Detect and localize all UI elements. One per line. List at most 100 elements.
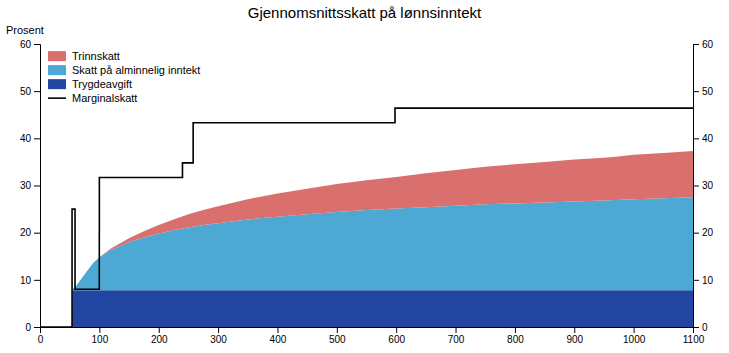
x-axis: 0 100 200 300 400 500 600 700 800 900 1000 1100 xyxy=(38,327,705,345)
legend-item: Trinnskatt xyxy=(48,50,120,62)
tick: 600 xyxy=(388,327,405,345)
tick-mark xyxy=(34,186,40,187)
tick: 1000 xyxy=(623,327,646,345)
tick-mark xyxy=(99,327,100,333)
tick-label: 50 xyxy=(702,86,714,97)
tick: 0 xyxy=(693,322,708,333)
tick: 0 xyxy=(38,327,44,345)
tick: 20 xyxy=(20,227,40,238)
area xyxy=(40,290,693,327)
plot-area xyxy=(40,108,693,327)
tick-mark xyxy=(693,138,699,139)
tick-label: 500 xyxy=(329,334,346,345)
chart: 0100200300400500600700800900100011000102… xyxy=(0,0,729,353)
tick-label: 30 xyxy=(20,180,32,191)
tick-label: 60 xyxy=(20,39,32,50)
tick: 200 xyxy=(151,327,168,345)
legend-item: Skatt på alminnelig inntekt xyxy=(48,64,200,76)
tick: 50 xyxy=(20,86,40,97)
tick: 40 xyxy=(20,133,40,144)
tick: 300 xyxy=(210,327,227,345)
tick-label: 40 xyxy=(702,133,714,144)
tick-mark xyxy=(34,91,40,92)
area xyxy=(40,197,693,327)
tick-label: 60 xyxy=(702,39,714,50)
tick-label: 400 xyxy=(270,334,287,345)
tick-label: 1000 xyxy=(623,334,646,345)
axis-line xyxy=(694,45,700,328)
tick: 900 xyxy=(566,327,583,345)
tick-mark xyxy=(277,327,278,333)
tick-mark xyxy=(337,327,338,333)
tick-label: 20 xyxy=(702,227,714,238)
legend-item: Marginalskatt xyxy=(48,92,137,104)
tick-mark xyxy=(693,44,699,45)
tick-mark xyxy=(634,327,635,333)
tick: 50 xyxy=(693,86,714,97)
tick-label: 0 xyxy=(38,334,44,345)
title: Gjennomsnittsskatt på lønnsinntekt xyxy=(248,4,482,21)
legend-item: Trygdeavgift xyxy=(48,78,132,90)
y-axis-title: Prosent xyxy=(6,24,44,36)
tick-mark xyxy=(34,327,40,328)
legend-label: Skatt på alminnelig inntekt xyxy=(72,64,200,76)
legend-swatch xyxy=(48,97,66,99)
tick-label: 10 xyxy=(20,275,32,286)
tick-mark xyxy=(693,280,699,281)
tick-label: 50 xyxy=(20,86,32,97)
tick: 10 xyxy=(20,275,40,286)
tick-mark xyxy=(693,327,699,328)
tick: 60 xyxy=(693,39,714,50)
tick-label: 800 xyxy=(507,334,524,345)
tick: 20 xyxy=(693,227,714,238)
tick-label: 900 xyxy=(566,334,583,345)
tick-mark xyxy=(34,44,40,45)
tick-label: 1100 xyxy=(683,334,705,345)
tick-label: 10 xyxy=(702,275,714,286)
tick: 800 xyxy=(507,327,524,345)
axis-line xyxy=(34,45,41,328)
tick-label: 0 xyxy=(25,322,31,333)
legend-swatch xyxy=(48,65,66,75)
tick: 30 xyxy=(693,180,714,191)
tick-mark xyxy=(693,186,699,187)
tick-mark xyxy=(456,327,457,333)
line xyxy=(40,108,693,327)
tick-mark xyxy=(34,233,40,234)
tick-label: 20 xyxy=(20,227,32,238)
legend-swatch xyxy=(48,79,66,89)
tick: 60 xyxy=(20,39,40,50)
y2-axis: 0 10 20 30 40 50 60 xyxy=(693,39,714,333)
tick-mark xyxy=(218,327,219,333)
tick-mark xyxy=(34,280,40,281)
tick: 500 xyxy=(329,327,346,345)
tick: 30 xyxy=(20,180,40,191)
tick: 400 xyxy=(270,327,287,345)
tick: 40 xyxy=(693,133,714,144)
tick-label: 600 xyxy=(388,334,405,345)
tick: 10 xyxy=(693,275,714,286)
tick-label: 100 xyxy=(92,334,109,345)
legend-swatch xyxy=(48,51,66,61)
tick-mark xyxy=(396,327,397,333)
legend-label: Trygdeavgift xyxy=(72,78,132,90)
tick-label: 0 xyxy=(702,322,708,333)
tick: 0 xyxy=(25,322,40,333)
tick-label: 700 xyxy=(448,334,465,345)
tick-label: 40 xyxy=(20,133,32,144)
tick-label: 200 xyxy=(151,334,168,345)
tick-mark xyxy=(159,327,160,333)
y-axis: 0 10 20 30 40 50 60 xyxy=(20,39,41,333)
tick: 100 xyxy=(92,327,109,345)
tick-label: 300 xyxy=(210,334,227,345)
axis-line xyxy=(41,328,694,334)
legend-label: Marginalskatt xyxy=(72,92,137,104)
tick: 700 xyxy=(448,327,465,345)
tick-mark xyxy=(574,327,575,333)
legend-label: Trinnskatt xyxy=(72,50,120,62)
legend: Trinnskatt Skatt på alminnelig inntekt Try… xyxy=(48,50,200,104)
tick-mark xyxy=(693,91,699,92)
tick-mark xyxy=(34,138,40,139)
tick-mark xyxy=(515,327,516,333)
tick-label: 30 xyxy=(702,180,714,191)
